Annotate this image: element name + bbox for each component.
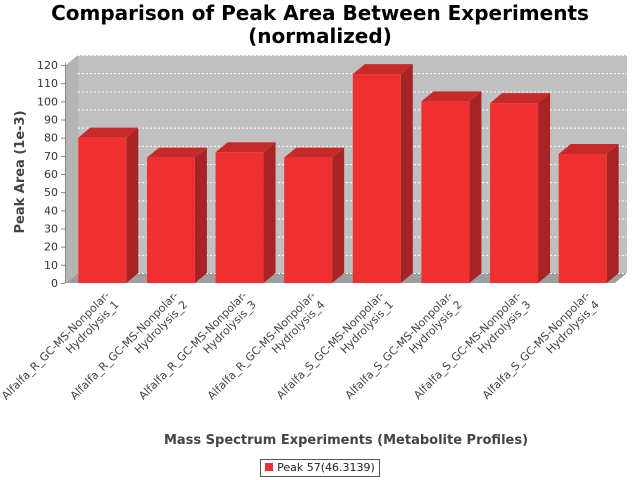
bar-top xyxy=(490,93,551,104)
y-axis-label: Peak Area (1e-3) xyxy=(13,110,28,233)
chart-subtitle: (normalized) xyxy=(248,24,392,48)
bar-front xyxy=(558,154,607,283)
bar-side xyxy=(606,144,619,283)
bar xyxy=(215,142,276,283)
y-tick-label: 80 xyxy=(44,132,58,145)
bar xyxy=(78,127,139,284)
y-tick-label: 110 xyxy=(37,77,58,90)
bar-side xyxy=(400,64,413,283)
y-tick-label: 30 xyxy=(44,223,58,236)
bar xyxy=(284,147,345,283)
y-tick-label: 120 xyxy=(37,59,58,72)
y-tick-label: 60 xyxy=(44,168,58,181)
y-tick-label: 70 xyxy=(44,150,58,163)
x-tick-label-line: Alfalfa_R_GC-MS-Nonpolar- xyxy=(136,289,249,402)
y-tick-label: 0 xyxy=(51,277,58,290)
y-tick-label: 10 xyxy=(44,259,58,272)
bar xyxy=(421,91,482,283)
bar-top xyxy=(352,64,413,75)
bar-front xyxy=(78,137,127,283)
bar-side xyxy=(263,142,276,283)
y-tick-label: 40 xyxy=(44,204,58,217)
x-tick-label-line: Alfalfa_R_GC-MS-Nonpolar- xyxy=(68,289,181,402)
bar-front xyxy=(421,101,470,283)
bar-front xyxy=(215,152,264,283)
bar-top xyxy=(421,91,482,102)
plot-floor xyxy=(66,273,627,283)
x-tick-label-line: Alfalfa_R_GC-MS-Nonpolar- xyxy=(205,289,318,402)
y-tick-label: 90 xyxy=(44,114,58,127)
x-tick-label-line: Alfalfa_R_GC-MS-Nonpolar- xyxy=(0,289,112,402)
legend-swatch xyxy=(265,463,274,471)
bar-top xyxy=(284,147,345,158)
x-axis-label: Mass Spectrum Experiments (Metabolite Pr… xyxy=(164,433,528,448)
y-tick-label: 50 xyxy=(44,186,58,199)
y-axis-ticks: 0 10 20 30 40 50 60 70 80 90 100 110 120 xyxy=(37,59,65,290)
chart-title-line-1: Comparison of Peak Area Between Experime… xyxy=(51,1,589,25)
plot-left-wall xyxy=(66,55,78,283)
bar xyxy=(146,147,207,283)
bar xyxy=(490,93,551,284)
bar-top xyxy=(78,127,139,138)
bar-side xyxy=(126,127,139,284)
x-tick-label: Alfalfa_R_GC-MS-Nonpolar-Hydrolysis_1 xyxy=(0,289,122,412)
y-tick-label: 100 xyxy=(37,95,58,108)
legend: Peak 57(46.3139) xyxy=(0,456,640,477)
bar-front xyxy=(352,74,401,283)
x-axis-tick-labels: Alfalfa_R_GC-MS-Nonpolar-Hydrolysis_1Alf… xyxy=(0,289,602,412)
bar-top xyxy=(558,144,619,155)
bar-side xyxy=(538,93,551,284)
bar xyxy=(352,64,413,283)
bar-side xyxy=(469,91,482,283)
bar-front xyxy=(146,157,195,283)
bars xyxy=(78,64,619,284)
y-tick-label: 20 xyxy=(44,241,58,254)
bar xyxy=(558,144,619,283)
legend-item: Peak 57(46.3139) xyxy=(260,459,380,477)
bar-front xyxy=(490,103,539,284)
bar-top xyxy=(215,142,276,153)
legend-label: Peak 57(46.3139) xyxy=(277,461,375,474)
bar-side xyxy=(332,147,345,283)
bar-top xyxy=(146,147,207,158)
bar-front xyxy=(284,157,333,283)
chart-title: Comparison of Peak Area Between Experime… xyxy=(0,2,640,48)
bar-side xyxy=(194,147,207,283)
